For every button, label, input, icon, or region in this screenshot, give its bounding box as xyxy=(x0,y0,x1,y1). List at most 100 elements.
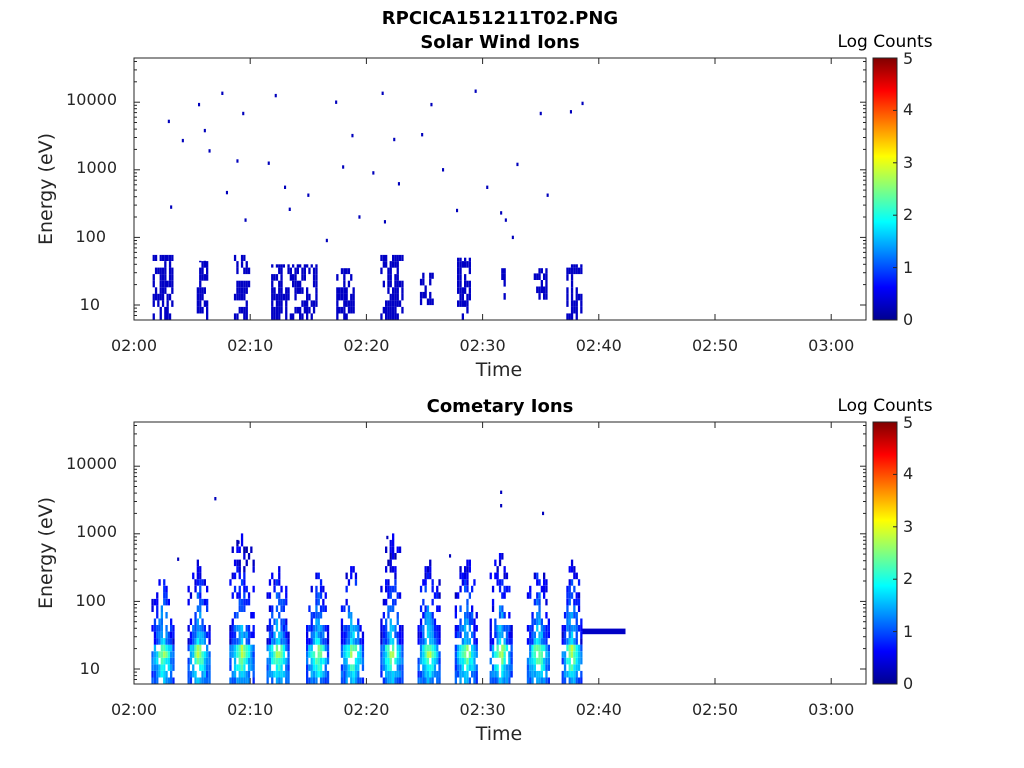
heatmap-cell xyxy=(280,306,283,314)
heatmap-cell xyxy=(545,670,548,678)
heatmap-cell xyxy=(473,644,476,652)
heatmap-cell xyxy=(151,605,154,612)
heatmap-cell xyxy=(236,625,239,632)
heatmap-cell xyxy=(505,585,509,593)
heatmap-cell xyxy=(501,612,504,619)
heatmap-cell xyxy=(459,293,462,301)
heatmap-cell xyxy=(417,638,420,645)
heatmap-cell xyxy=(503,280,506,287)
heatmap-cell xyxy=(398,677,402,684)
heatmap-cell xyxy=(442,168,445,172)
heatmap-cell xyxy=(473,651,476,658)
heatmap-cell xyxy=(170,664,173,671)
heatmap-cell xyxy=(160,644,163,652)
heatmap-cell xyxy=(566,598,569,606)
heatmap-cell xyxy=(394,670,397,678)
heatmap-cell xyxy=(382,261,385,268)
heatmap-cell xyxy=(315,267,318,275)
heatmap-cell xyxy=(171,274,174,281)
heatmap-cell xyxy=(266,677,269,684)
heatmap-cell xyxy=(317,572,320,580)
heatmap-cell xyxy=(573,638,576,645)
heatmap-cell xyxy=(194,585,197,593)
heatmap-cell xyxy=(196,293,199,301)
heatmap-cell xyxy=(247,631,251,639)
heatmap-cell xyxy=(192,572,195,580)
heatmap-cell xyxy=(340,287,344,294)
x-tick-label: 02:00 xyxy=(111,700,157,719)
heatmap-cell xyxy=(568,579,571,586)
heatmap-cell xyxy=(187,638,190,645)
heatmap-cell xyxy=(303,274,306,281)
heatmap-cell xyxy=(153,618,157,625)
heatmap-cell xyxy=(394,631,397,639)
heatmap-cell xyxy=(491,670,495,678)
heatmap-cell xyxy=(575,618,578,625)
heatmap-cell xyxy=(325,238,328,243)
heatmap-cell xyxy=(457,261,460,268)
heatmap-cell xyxy=(170,618,173,625)
heatmap-cell xyxy=(568,592,571,599)
heatmap-cell xyxy=(164,287,167,294)
heatmap-cell xyxy=(282,631,285,639)
heatmap-cell xyxy=(343,631,346,639)
heatmap-cell xyxy=(275,677,279,684)
heatmap-cell xyxy=(198,102,201,107)
heatmap-cell xyxy=(319,664,323,671)
heatmap-cell xyxy=(389,267,392,275)
heatmap-cell xyxy=(287,657,290,665)
heatmap-cell xyxy=(431,664,434,671)
heatmap-cell xyxy=(575,313,578,320)
heatmap-cell xyxy=(396,300,399,307)
heatmap-cell xyxy=(306,657,309,665)
heatmap-cell xyxy=(464,612,467,619)
heatmap-cell xyxy=(508,651,511,658)
heatmap-cell xyxy=(243,306,246,314)
heatmap-cell xyxy=(529,631,532,639)
heatmap-cell xyxy=(539,111,542,116)
heatmap-cell xyxy=(170,205,173,209)
heatmap-cell xyxy=(338,306,341,314)
heatmap-cell xyxy=(294,267,297,275)
heatmap-cell xyxy=(171,267,174,275)
heatmap-cell xyxy=(243,664,246,671)
heatmap-cell xyxy=(268,592,272,599)
heatmap-cell xyxy=(503,677,506,684)
heatmap-cell xyxy=(275,625,279,632)
heatmap-cell xyxy=(381,91,384,95)
heatmap-cell xyxy=(389,592,392,599)
heatmap-cell xyxy=(380,657,383,665)
heatmap-cell xyxy=(308,677,311,684)
heatmap-cell xyxy=(201,638,204,645)
heatmap-cell xyxy=(161,287,165,294)
heatmap-cell xyxy=(203,300,206,307)
x-tick-label: 02:10 xyxy=(227,700,273,719)
heatmap-cell xyxy=(278,264,281,268)
heatmap-cell xyxy=(350,612,353,619)
heatmap-cell xyxy=(429,272,432,279)
heatmap-cell xyxy=(431,579,434,586)
heatmap-cell xyxy=(164,306,167,314)
heatmap-cell xyxy=(421,133,424,137)
heatmap-cell xyxy=(573,572,576,580)
heatmap-cell xyxy=(292,264,295,268)
heatmap-cell xyxy=(575,670,578,678)
heatmap-cell xyxy=(170,670,173,678)
heatmap-cell xyxy=(396,293,399,301)
heatmap-cell xyxy=(496,566,499,573)
heatmap-cell xyxy=(168,313,172,320)
heatmap-cell xyxy=(324,677,327,684)
heatmap-cell xyxy=(573,651,576,658)
heatmap-cell xyxy=(245,638,248,645)
heatmap-cell xyxy=(382,631,385,639)
heatmap-cell xyxy=(243,651,246,658)
heatmap-cell xyxy=(236,261,239,268)
heatmap-cell xyxy=(547,618,550,625)
heatmap-cell xyxy=(438,664,441,671)
heatmap-cell xyxy=(306,287,309,294)
heatmap-cell xyxy=(489,677,492,684)
heatmap-cell xyxy=(389,664,392,671)
heatmap-cell xyxy=(322,625,325,632)
heatmap-cell xyxy=(429,291,432,299)
heatmap-cell xyxy=(201,287,204,294)
